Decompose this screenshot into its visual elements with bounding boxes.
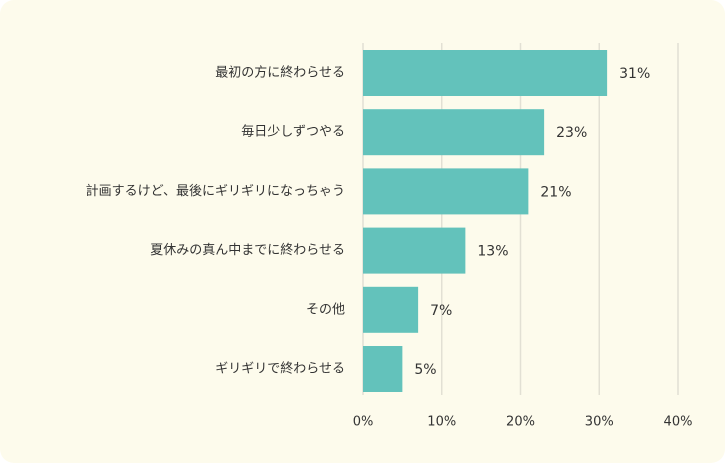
bar-4	[363, 286, 419, 333]
value-label-0: 31%	[619, 66, 650, 82]
category-labels: 最初の方に終わらせる毎日少しずつやる計画するけど、最後にギリギリになっちゃう夏休…	[86, 65, 345, 377]
category-label-0: 最初の方に終わらせる	[215, 65, 345, 81]
bar-2	[363, 168, 529, 215]
bar-0	[363, 50, 608, 96]
category-label-1: 毎日少しずつやる	[241, 124, 345, 140]
bar-5	[363, 346, 403, 392]
value-label-1: 23%	[556, 125, 587, 141]
x-tick-label-1: 10%	[427, 415, 456, 430]
value-labels: 31% 23% 21% 13% 7% 5%	[414, 66, 650, 378]
category-label-5: ギリギリで終わらせる	[215, 361, 345, 377]
category-label-2: 計画するけど、最後にギリギリになっちゃう	[86, 183, 345, 199]
x-tick-label-3: 30%	[585, 415, 614, 430]
x-tick-label-2: 20%	[506, 415, 535, 430]
grid-lines	[362, 43, 679, 395]
x-tick-labels: 0% 10% 20% 30% 40%	[353, 415, 693, 430]
bar-1	[363, 109, 545, 156]
bar-3	[363, 227, 466, 274]
value-label-4: 7%	[430, 303, 452, 319]
x-tick-label-0: 0%	[353, 415, 374, 430]
x-tick-label-4: 40%	[664, 415, 693, 430]
value-label-2: 21%	[540, 184, 571, 200]
category-label-4: その他	[306, 302, 345, 317]
value-label-3: 13%	[477, 244, 508, 260]
value-label-5: 5%	[414, 362, 436, 378]
category-label-3: 夏休みの真ん中までに終わらせる	[150, 242, 345, 258]
bars	[363, 50, 608, 392]
